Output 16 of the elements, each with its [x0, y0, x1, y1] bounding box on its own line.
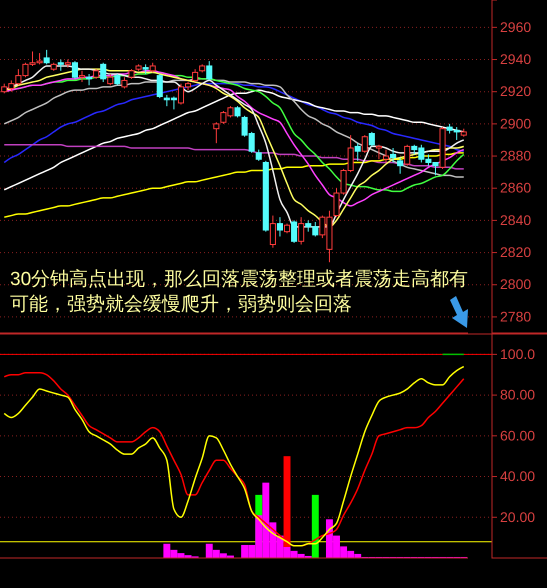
y-tick-label: 2800	[500, 276, 532, 292]
y-tick-label: 2960	[500, 18, 532, 35]
y-tick-label: 20.00	[500, 508, 536, 525]
y-tick-label: 2860	[500, 180, 532, 196]
y-tick-label: 100.0	[500, 346, 536, 362]
y-tick-label: 2900	[500, 115, 532, 132]
y-tick-label: 2880	[500, 148, 532, 164]
y-tick-label: 2820	[500, 244, 532, 260]
y-tick-label: 2940	[500, 51, 532, 67]
y-tick-label: 2920	[500, 83, 532, 100]
annotation: 30分钟高点出现，那么回落震荡整理或者震荡走高都有可能，强势就会缓慢爬升，弱势则会回落	[10, 268, 468, 315]
y-tick-label: 2840	[500, 212, 532, 228]
y-tick-label: 2780	[500, 308, 532, 324]
y-tick-label: 60.00	[500, 427, 536, 444]
y-tick-label: 80.00	[500, 386, 536, 403]
y-tick-label: 40.00	[500, 468, 536, 484]
